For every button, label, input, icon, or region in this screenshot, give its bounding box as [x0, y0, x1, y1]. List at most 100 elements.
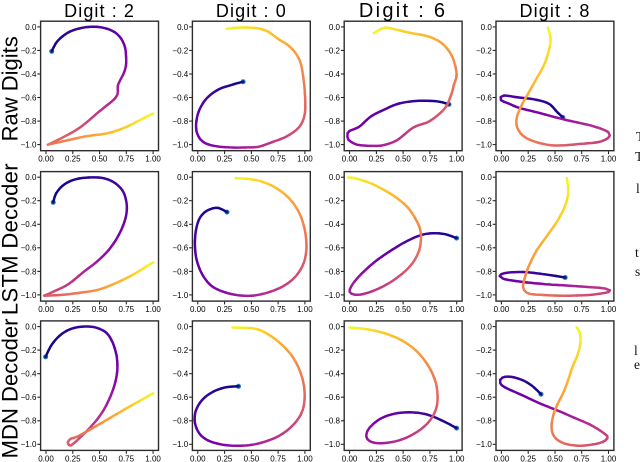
svg-text:0.25: 0.25: [369, 155, 385, 164]
svg-text:0.0: 0.0: [177, 323, 189, 332]
svg-text:−0.4: −0.4: [172, 370, 188, 379]
svg-text:−1.0: −1.0: [172, 440, 188, 449]
svg-text:−0.2: −0.2: [21, 346, 37, 355]
svg-text:1.00: 1.00: [449, 155, 465, 164]
svg-text:0.50: 0.50: [395, 155, 411, 164]
svg-text:0.00: 0.00: [190, 454, 206, 462]
svg-text:e: e: [634, 357, 640, 372]
svg-text:0.0: 0.0: [25, 23, 37, 32]
svg-text:−0.4: −0.4: [324, 220, 340, 229]
svg-text:−0.6: −0.6: [324, 393, 340, 402]
svg-text:0.0: 0.0: [481, 173, 493, 182]
svg-text:−0.4: −0.4: [172, 70, 188, 79]
svg-text:T: T: [635, 149, 640, 164]
svg-text:−0.6: −0.6: [476, 393, 492, 402]
svg-text:1.00: 1.00: [449, 454, 465, 462]
svg-text:−0.2: −0.2: [172, 346, 188, 355]
svg-text:−0.8: −0.8: [324, 417, 340, 426]
svg-text:−0.8: −0.8: [324, 117, 340, 126]
svg-text:−0.6: −0.6: [21, 244, 37, 253]
svg-text:1.00: 1.00: [297, 454, 313, 462]
svg-text:0.25: 0.25: [520, 454, 536, 462]
svg-text:−0.2: −0.2: [476, 197, 492, 206]
svg-text:0.50: 0.50: [244, 155, 260, 164]
svg-text:Raw Digits: Raw Digits: [0, 36, 22, 141]
svg-text:0.50: 0.50: [244, 454, 260, 462]
svg-text:−0.2: −0.2: [476, 346, 492, 355]
svg-text:t: t: [635, 245, 639, 260]
svg-text:1.00: 1.00: [145, 155, 161, 164]
svg-text:0.25: 0.25: [65, 155, 81, 164]
svg-text:0.50: 0.50: [547, 454, 563, 462]
svg-text:0.75: 0.75: [422, 454, 438, 462]
svg-text:0.75: 0.75: [270, 305, 286, 314]
svg-text:0.50: 0.50: [395, 454, 411, 462]
svg-text:−0.8: −0.8: [476, 117, 492, 126]
svg-text:0.75: 0.75: [119, 155, 135, 164]
svg-text:0.0: 0.0: [177, 23, 189, 32]
svg-text:−0.8: −0.8: [476, 267, 492, 276]
svg-text:−0.6: −0.6: [172, 244, 188, 253]
svg-text:0.75: 0.75: [422, 305, 438, 314]
svg-text:−1.0: −1.0: [172, 141, 188, 150]
svg-text:−0.4: −0.4: [324, 370, 340, 379]
svg-text:−0.6: −0.6: [324, 93, 340, 102]
svg-text:−0.4: −0.4: [21, 370, 37, 379]
svg-text:−0.6: −0.6: [172, 93, 188, 102]
svg-text:0.25: 0.25: [520, 155, 536, 164]
svg-text:Digit : 0: Digit : 0: [216, 1, 287, 21]
svg-text:0.00: 0.00: [38, 155, 54, 164]
svg-text:1.00: 1.00: [601, 305, 617, 314]
svg-text:0.0: 0.0: [481, 23, 493, 32]
svg-text:T: T: [636, 129, 640, 144]
svg-text:s: s: [635, 264, 640, 279]
svg-text:−0.6: −0.6: [476, 93, 492, 102]
svg-text:−1.0: −1.0: [324, 141, 340, 150]
svg-text:−0.4: −0.4: [476, 220, 492, 229]
svg-text:−0.2: −0.2: [172, 46, 188, 55]
svg-text:−0.6: −0.6: [21, 393, 37, 402]
svg-text:1.00: 1.00: [449, 305, 465, 314]
svg-text:0.00: 0.00: [342, 305, 358, 314]
svg-text:1.00: 1.00: [601, 155, 617, 164]
svg-text:0.0: 0.0: [25, 173, 37, 182]
svg-text:0.50: 0.50: [92, 454, 108, 462]
svg-text:−0.8: −0.8: [324, 267, 340, 276]
svg-text:0.75: 0.75: [119, 305, 135, 314]
svg-text:0.00: 0.00: [190, 155, 206, 164]
svg-text:−0.6: −0.6: [476, 244, 492, 253]
svg-text:−0.8: −0.8: [476, 417, 492, 426]
svg-text:−1.0: −1.0: [324, 291, 340, 300]
svg-text:−1.0: −1.0: [324, 440, 340, 449]
svg-text:−0.6: −0.6: [324, 244, 340, 253]
svg-text:0.50: 0.50: [547, 305, 563, 314]
svg-text:1.00: 1.00: [601, 454, 617, 462]
svg-text:0.00: 0.00: [494, 454, 510, 462]
svg-text:0.75: 0.75: [422, 155, 438, 164]
svg-text:−0.2: −0.2: [21, 197, 37, 206]
svg-text:1.00: 1.00: [297, 155, 313, 164]
svg-text:0.0: 0.0: [25, 323, 37, 332]
svg-text:Digit : 2: Digit : 2: [64, 1, 135, 21]
svg-text:0.75: 0.75: [270, 155, 286, 164]
svg-text:0.00: 0.00: [190, 305, 206, 314]
svg-text:1.00: 1.00: [145, 454, 161, 462]
svg-text:−0.2: −0.2: [324, 197, 340, 206]
svg-text:0.25: 0.25: [65, 454, 81, 462]
svg-text:0.75: 0.75: [574, 155, 590, 164]
svg-text:−0.4: −0.4: [476, 70, 492, 79]
svg-text:0.50: 0.50: [92, 155, 108, 164]
svg-text:−0.4: −0.4: [21, 220, 37, 229]
svg-text:0.00: 0.00: [494, 155, 510, 164]
svg-text:0.50: 0.50: [395, 305, 411, 314]
svg-text:0.50: 0.50: [92, 305, 108, 314]
svg-text:−0.2: −0.2: [21, 46, 37, 55]
svg-text:−0.8: −0.8: [172, 117, 188, 126]
svg-text:−0.2: −0.2: [324, 346, 340, 355]
svg-text:0.25: 0.25: [369, 305, 385, 314]
svg-text:−1.0: −1.0: [21, 440, 37, 449]
svg-text:−0.4: −0.4: [476, 370, 492, 379]
svg-text:0.25: 0.25: [369, 454, 385, 462]
svg-text:0.0: 0.0: [329, 323, 341, 332]
svg-text:0.0: 0.0: [481, 323, 493, 332]
